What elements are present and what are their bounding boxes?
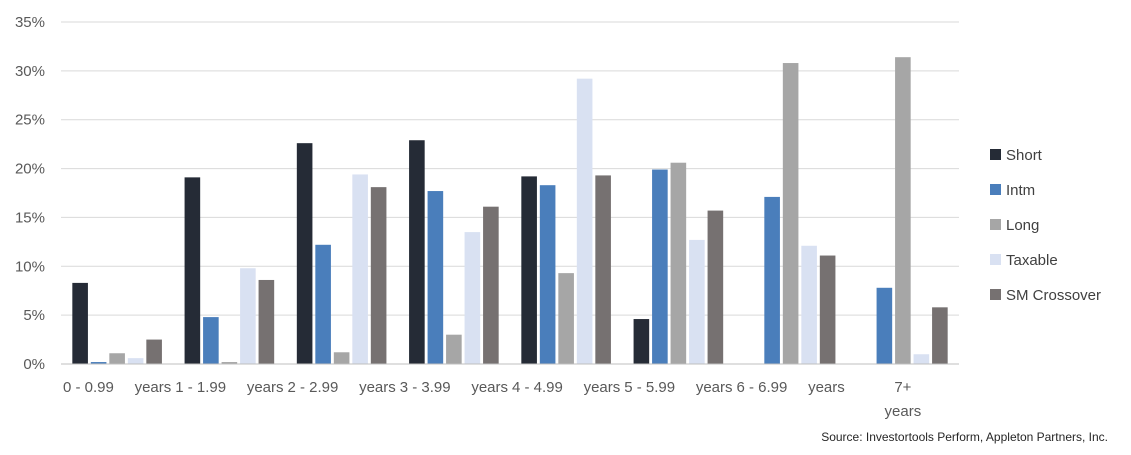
bar-sm-crossover: [932, 307, 948, 364]
legend-label: Intm: [1006, 182, 1035, 199]
bar-taxable: [352, 174, 368, 364]
bar-taxable: [801, 245, 817, 364]
legend: Short Intm Long Taxable SM Crossover: [990, 147, 1101, 304]
x-tick-label-line: 3 - 3.99: [400, 379, 451, 396]
x-tick-label-line: years: [584, 379, 621, 396]
bar-sm-crossover: [483, 206, 499, 364]
bar-sm-crossover: [707, 210, 724, 364]
bar-short: [72, 282, 88, 364]
legend-swatch: [990, 219, 1001, 230]
x-tick-label-line: 6 - 6.99: [737, 379, 788, 396]
bar-sm-crossover: [370, 187, 387, 364]
y-tick-label: 30%: [15, 63, 45, 80]
bar-long: [333, 352, 350, 364]
source-note: Source: Investortools Perform, Appleton …: [821, 430, 1108, 444]
bar-taxable: [127, 358, 144, 364]
x-tick-label-line: years: [808, 379, 845, 396]
bar-intm: [427, 191, 444, 364]
x-tick-label-line: years: [696, 379, 733, 396]
bar-long: [446, 334, 462, 364]
legend-swatch: [990, 184, 1001, 195]
bar-long: [895, 57, 911, 364]
legend-label: Long: [1006, 217, 1039, 234]
legend-label: Short: [1006, 147, 1043, 164]
bar-taxable: [689, 239, 705, 364]
bar-taxable: [464, 232, 481, 364]
legend-swatch: [990, 289, 1001, 300]
y-tick-label: 25%: [15, 112, 45, 129]
gridlines: [61, 21, 959, 316]
x-tick-label: 5 - 5.99 years: [624, 379, 732, 396]
x-tick-label-line: 1 - 1.99: [175, 379, 226, 396]
legend-label: Taxable: [1006, 252, 1058, 269]
legend-item: Long: [990, 217, 1039, 234]
legend-item: SM Crossover: [990, 287, 1101, 304]
bar-short: [409, 140, 425, 364]
x-tick-label-line: years: [247, 379, 284, 396]
x-tick-label: 3 - 3.99 years: [400, 379, 508, 396]
bar-short: [184, 177, 201, 364]
bar-sm-crossover: [146, 339, 162, 364]
legend-label: SM Crossover: [1006, 287, 1101, 304]
bar-taxable: [576, 78, 593, 364]
x-tick-label: 2 - 2.99 years: [288, 379, 396, 396]
legend-swatch: [990, 149, 1001, 160]
bar-taxable: [240, 268, 256, 364]
bar-long: [109, 353, 125, 364]
y-tick-label: 0%: [23, 356, 45, 373]
x-tick-label: 1 - 1.99 years: [175, 379, 283, 396]
bar-short: [521, 176, 537, 364]
x-tick-label-line: 2 - 2.99: [288, 379, 339, 396]
x-tick-label-line: years: [885, 403, 922, 420]
x-tick-label-line: years: [135, 379, 172, 396]
bar-intm: [764, 196, 780, 364]
bar-intm: [90, 362, 107, 364]
legend-swatch: [990, 254, 1001, 265]
x-tick-label-line: 0 - 0.99: [63, 379, 114, 396]
x-tick-label: 7+ years: [885, 379, 922, 420]
x-tick-label: 4 - 4.99 years: [512, 379, 620, 396]
bar-short: [296, 143, 313, 364]
bar-long: [558, 273, 574, 364]
y-tick-label: 35%: [15, 14, 45, 31]
x-tick-label-line: years: [359, 379, 396, 396]
x-tick-label-line: years: [471, 379, 508, 396]
bar-intm: [203, 317, 219, 364]
legend-item: Short: [990, 147, 1043, 164]
y-tick-label: 15%: [15, 209, 45, 226]
bars: [72, 57, 948, 364]
bar-sm-crossover: [819, 255, 836, 364]
y-axis-tick-labels: 0% 5% 10% 15% 20% 25% 30% 35%: [15, 14, 45, 373]
x-axis-tick-labels: 0 - 0.99 years 1 - 1.99 years 2 - 2.99 years 3…: [63, 379, 921, 420]
x-tick-label: 0 - 0.99 years: [63, 379, 171, 396]
y-tick-label: 20%: [15, 161, 45, 178]
bar-sm-crossover: [595, 175, 611, 364]
bar-long: [782, 63, 799, 364]
x-tick-label-line: 7+: [894, 379, 911, 396]
bar-intm: [315, 244, 331, 364]
bar-intm: [652, 169, 668, 364]
legend-item: Intm: [990, 182, 1035, 199]
legend-item: Taxable: [990, 252, 1058, 269]
bar-taxable: [913, 354, 930, 364]
x-tick-label-line: 5 - 5.99: [624, 379, 675, 396]
x-tick-label: 6 - 6.99 years: [737, 379, 845, 396]
y-tick-label: 5%: [23, 307, 45, 324]
bar-long: [221, 362, 238, 364]
x-tick-label-line: 4 - 4.99: [512, 379, 563, 396]
bar-intm: [539, 185, 556, 364]
bar-sm-crossover: [258, 279, 275, 364]
y-tick-label: 10%: [15, 258, 45, 275]
bar-short: [633, 319, 650, 364]
bar-intm: [876, 287, 893, 364]
bar-long: [670, 162, 687, 364]
